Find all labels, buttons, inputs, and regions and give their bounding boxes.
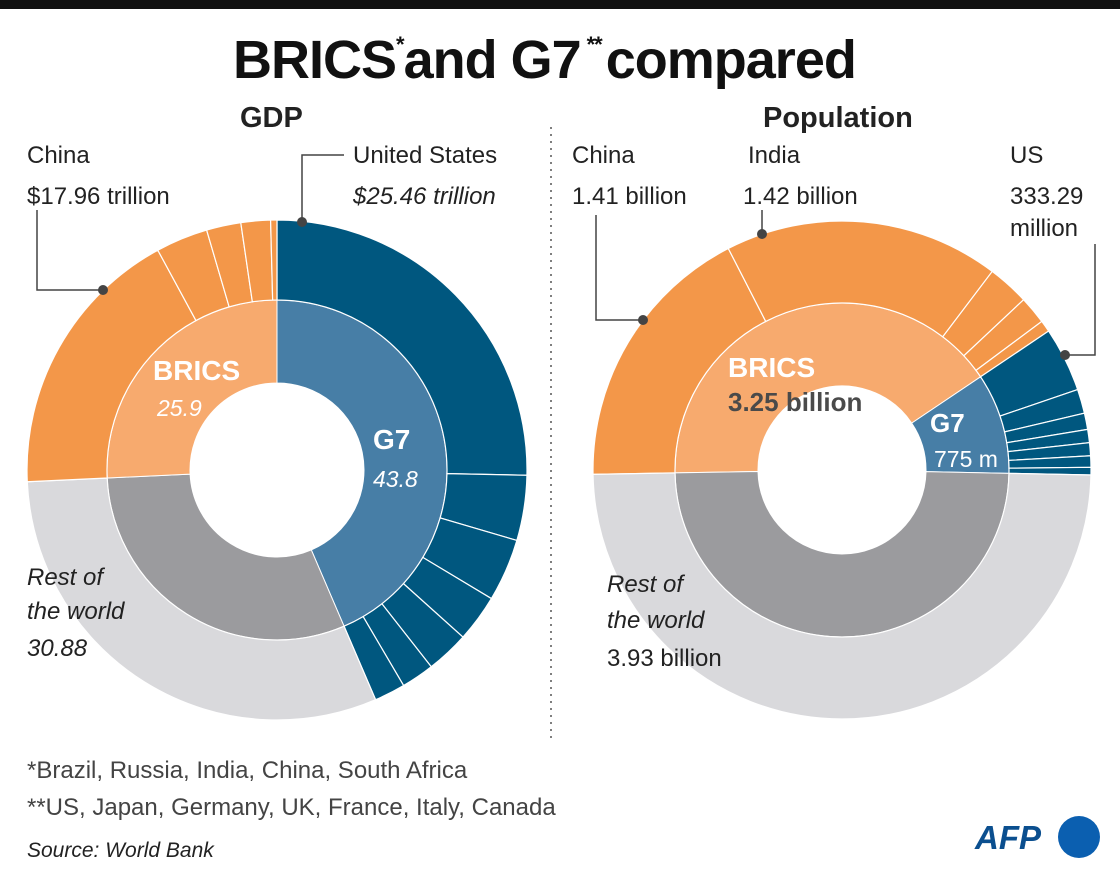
pop-us-value-1: 333.29 — [1010, 183, 1083, 210]
footnote-brics: *Brazil, Russia, India, China, South Afr… — [27, 757, 468, 784]
pop-brics-value: 3.25 billion — [728, 387, 862, 417]
outer-slice-rest-of-the-world-1 — [26, 477, 377, 721]
pop-china-value: 1.41 billion — [572, 183, 687, 210]
pop-g7-value: 775 m — [934, 446, 998, 472]
afp-logo-text: AFP — [974, 819, 1042, 856]
afp-logo-circle-icon — [1058, 816, 1100, 858]
us-pop-leader-line — [1065, 244, 1096, 356]
gdp-brics-label: BRICS — [153, 355, 240, 386]
population-donut-chart — [592, 220, 1092, 720]
gdp-us-value: $25.46 trillion — [352, 183, 496, 210]
gdp-g7-label: G7 — [373, 424, 410, 455]
pop-rest-label-2: the world — [607, 607, 705, 634]
outer-slice-rest-of-the-world-1 — [592, 472, 1092, 720]
pop-rest-value: 3.93 billion — [607, 645, 722, 672]
china-pop-leader-dot — [638, 315, 648, 325]
pop-india-label: India — [748, 142, 801, 169]
pop-us-value-2: million — [1010, 215, 1078, 242]
gdp-china-label: China — [27, 142, 90, 169]
outer-slice-brics-5 — [269, 219, 278, 301]
us-gdp-leader-line — [301, 154, 344, 222]
gdp-china-value: $17.96 trillion — [27, 183, 170, 210]
pop-china-label: China — [572, 142, 635, 169]
gdp-rest-value: 30.88 — [27, 635, 88, 662]
china-pop-leader-line — [595, 215, 643, 321]
india-pop-leader-dot — [757, 229, 767, 239]
gdp-rest-label-1: Rest of — [27, 564, 105, 591]
gdp-g7-value: 43.8 — [373, 466, 418, 492]
pop-rest-label-1: Rest of — [607, 571, 685, 598]
us-gdp-leader-dot — [297, 217, 307, 227]
population-section-title: Population — [763, 102, 913, 134]
pop-g7-label: G7 — [930, 408, 965, 438]
pop-brics-label: BRICS — [728, 352, 815, 383]
outer-slice-g7-united-states — [276, 219, 528, 476]
top-bar — [0, 0, 1120, 9]
gdp-rest-label-2: the world — [27, 598, 125, 625]
gdp-section-title: GDP — [240, 102, 303, 134]
pop-india-value: 1.42 billion — [743, 183, 858, 210]
footnote-g7: **US, Japan, Germany, UK, France, Italy,… — [27, 794, 556, 821]
us-pop-leader-dot — [1060, 350, 1070, 360]
source-note: Source: World Bank — [27, 839, 215, 862]
china-gdp-leader-dot — [98, 285, 108, 295]
gdp-brics-value: 25.9 — [156, 395, 202, 421]
afp-logo: AFP — [974, 816, 1100, 858]
title: BRICS*and G7 **compared — [233, 30, 856, 90]
china-gdp-leader-line — [36, 210, 103, 291]
pop-us-label: US — [1010, 142, 1043, 169]
gdp-us-label: United States — [353, 142, 497, 169]
gdp-donut-chart — [26, 219, 528, 721]
